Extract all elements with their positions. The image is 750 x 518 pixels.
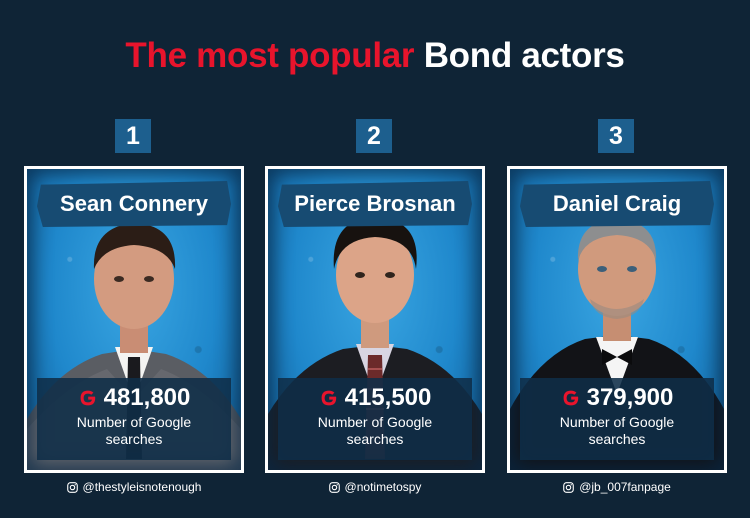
search-caption: Number of Google searches (76, 414, 192, 447)
instagram-icon (563, 481, 575, 493)
photo-credit: @jb_007fanpage (507, 480, 727, 494)
actor-name: Pierce Brosnan (278, 181, 472, 227)
actor-card: Daniel Craig 379,900 Number of Google se… (507, 166, 727, 473)
actor-name: Sean Connery (37, 181, 231, 227)
actor-card: Sean Connery 481,800 Number of Google se… (24, 166, 244, 473)
actor-name: Daniel Craig (520, 181, 714, 227)
rank-badge: 1 (115, 119, 151, 153)
google-g-icon (563, 390, 578, 406)
photo-credit: @thestyleisnotenough (24, 480, 244, 494)
search-count: 379,900 (586, 384, 674, 411)
google-g-icon (321, 390, 336, 406)
actor-column-1: 1 Sean Connery 481,800 Number of Google … (24, 0, 244, 518)
search-stats: 379,900 Number of Google searches (520, 378, 714, 460)
google-g-icon (80, 390, 95, 406)
actor-column-2: 2 Pierce Brosnan 415,500 Number of Googl… (265, 0, 485, 518)
search-stats: 415,500 Number of Google searches (278, 378, 472, 460)
actor-column-3: 3 Daniel Craig 379,900 Number of Google … (507, 0, 727, 518)
credit-handle[interactable]: @thestyleisnotenough (82, 480, 202, 494)
search-count: 415,500 (344, 384, 432, 411)
instagram-icon (66, 481, 78, 493)
page-title: The most popular Bond actors (0, 36, 750, 76)
credit-handle[interactable]: @notimetospy (344, 480, 422, 494)
search-count: 481,800 (103, 384, 191, 411)
rank-badge: 3 (598, 119, 634, 153)
rank-badge: 2 (356, 119, 392, 153)
search-caption: Number of Google searches (559, 414, 675, 447)
title-highlight: The most popular (125, 36, 415, 75)
search-caption: Number of Google searches (317, 414, 433, 447)
credit-handle[interactable]: @jb_007fanpage (579, 480, 671, 494)
photo-credit: @notimetospy (265, 480, 485, 494)
search-stats: 481,800 Number of Google searches (37, 378, 231, 460)
title-rest: Bond actors (423, 36, 625, 75)
actor-card: Pierce Brosnan 415,500 Number of Google … (265, 166, 485, 473)
instagram-icon (328, 481, 340, 493)
